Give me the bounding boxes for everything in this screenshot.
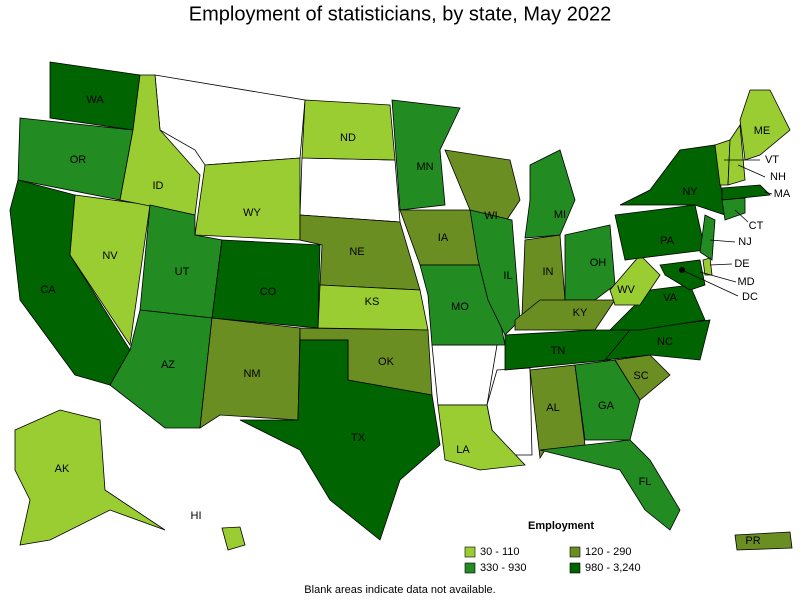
state-label: VA — [663, 292, 678, 304]
map-title: Employment of statisticians, by state, M… — [189, 3, 611, 25]
state-label: KY — [573, 307, 588, 319]
state-label: MO — [451, 301, 469, 313]
state-label: PR — [745, 535, 760, 547]
state — [69, 194, 151, 347]
state-label: DC — [742, 291, 758, 303]
state — [444, 149, 521, 231]
state — [539, 439, 681, 531]
state — [721, 184, 771, 201]
state — [194, 157, 301, 241]
state-label: TN — [551, 345, 566, 357]
state-label: AL — [546, 402, 559, 414]
state-label: IA — [438, 232, 449, 244]
state-label: SC — [633, 370, 648, 382]
state-label: NY — [682, 186, 698, 198]
state — [199, 317, 301, 429]
state-label: NC — [657, 336, 673, 348]
legend-swatch — [569, 562, 581, 574]
state — [659, 259, 706, 291]
legend-label: 330 - 930 — [480, 562, 526, 574]
state — [211, 239, 321, 329]
state — [524, 149, 576, 239]
state — [727, 123, 746, 186]
state-label: IN — [543, 266, 554, 278]
state-label: PA — [660, 235, 675, 247]
leader-line — [709, 239, 736, 243]
legend-swatch — [464, 562, 476, 574]
legend-label: 980 - 3,240 — [585, 562, 641, 574]
state-label: LA — [456, 444, 470, 456]
state-label: HI — [191, 510, 202, 522]
leader-line — [737, 164, 766, 178]
state — [437, 404, 526, 471]
state-label: MD — [737, 276, 754, 288]
state-label: AK — [55, 463, 70, 475]
state — [564, 224, 616, 301]
state — [239, 339, 441, 541]
state-label: FL — [639, 476, 652, 488]
state — [574, 359, 641, 441]
state — [699, 214, 716, 261]
state-label: OH — [590, 257, 607, 269]
state-label: NE — [349, 246, 364, 258]
leader-line — [709, 263, 733, 266]
state-label: MN — [416, 161, 433, 173]
state-label: CA — [40, 284, 56, 296]
legend-label: 30 - 110 — [480, 546, 520, 558]
state-label: NJ — [738, 236, 751, 248]
legend-title: Employment — [528, 520, 594, 532]
state-label: NM — [243, 368, 260, 380]
state-blank — [299, 157, 401, 223]
state-label: VT — [765, 154, 779, 166]
state-label: UT — [175, 266, 190, 278]
state-label: ND — [340, 132, 356, 144]
state-blank — [431, 344, 498, 406]
leader-line — [699, 271, 737, 283]
state — [734, 531, 793, 551]
state-label: KS — [365, 296, 380, 308]
state-label: ME — [754, 125, 771, 137]
leader-line — [681, 269, 739, 297]
state-label: WV — [617, 284, 635, 296]
footnote: Blank areas indicate data not available. — [304, 584, 495, 596]
legend-label: 120 - 290 — [585, 546, 631, 558]
state-label: DE — [734, 258, 749, 270]
state-label: ID — [153, 180, 164, 192]
state-label: CT — [749, 220, 764, 232]
state — [14, 409, 166, 546]
state-label: GA — [598, 400, 615, 412]
state — [702, 257, 713, 276]
state-label: WA — [86, 94, 104, 106]
state — [391, 99, 461, 211]
leader-line — [764, 191, 773, 195]
legend-swatch — [569, 546, 581, 558]
state-label: OK — [378, 356, 395, 368]
state-label: IL — [503, 270, 512, 282]
no-data-states — [154, 74, 533, 456]
state — [301, 99, 396, 161]
leader-line — [734, 209, 749, 223]
state — [221, 526, 246, 551]
state-label: CO — [260, 286, 277, 298]
state-label: WY — [243, 207, 261, 219]
state — [514, 299, 616, 331]
state-label: MA — [774, 188, 791, 200]
state-label: NV — [102, 250, 118, 262]
state — [609, 254, 661, 306]
legend-swatch — [464, 546, 476, 558]
state-label: MI — [554, 209, 566, 221]
state-label: WI — [484, 210, 497, 222]
state — [119, 74, 201, 216]
state-label: OR — [70, 154, 87, 166]
state-label: TX — [351, 432, 366, 444]
state — [619, 144, 726, 216]
state — [721, 197, 746, 221]
state-label: NH — [770, 171, 786, 183]
state — [614, 204, 706, 261]
state-label: AZ — [161, 359, 175, 371]
